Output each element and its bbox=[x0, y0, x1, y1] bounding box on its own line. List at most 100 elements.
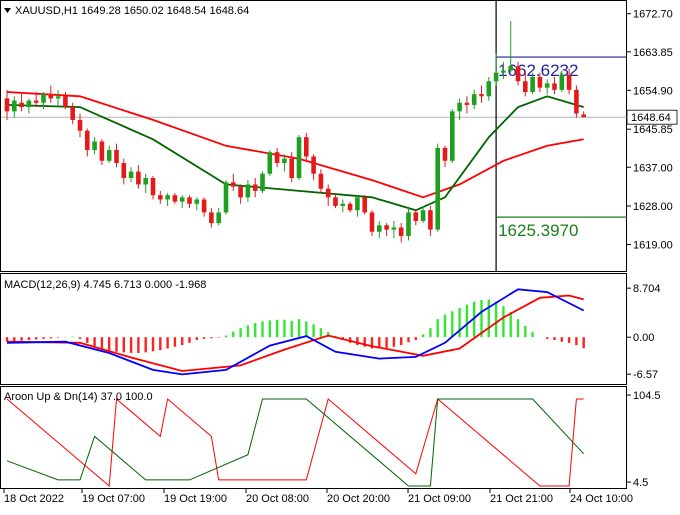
candle-body bbox=[19, 102, 24, 108]
symbol-menu[interactable]: XAUUSD,H1 bbox=[4, 5, 78, 17]
candle-body bbox=[566, 74, 572, 90]
candle-body bbox=[471, 94, 477, 105]
candle-body bbox=[369, 212, 375, 232]
candle-body bbox=[252, 184, 258, 191]
candle-body bbox=[194, 199, 200, 204]
candle-body bbox=[355, 197, 360, 211]
time-tick-label: 21 Oct 09:00 bbox=[408, 493, 471, 505]
candle-body bbox=[515, 66, 521, 82]
macd-layer bbox=[5, 288, 585, 376]
current-price-box bbox=[626, 109, 678, 125]
candle-body bbox=[304, 137, 309, 157]
candle-body bbox=[238, 186, 243, 198]
candle-body bbox=[55, 96, 61, 99]
candle-body bbox=[318, 173, 324, 189]
candle-body bbox=[245, 184, 251, 198]
candle-body bbox=[128, 171, 134, 178]
candle-body bbox=[296, 137, 302, 178]
candle-body bbox=[347, 203, 353, 211]
candle-body bbox=[457, 102, 462, 112]
price-tick-label: 1645.85 bbox=[633, 124, 673, 136]
candle-body bbox=[289, 158, 294, 178]
time-tick-label: 18 Oct 2022 bbox=[4, 493, 64, 505]
candle-body bbox=[508, 66, 513, 71]
candle-body bbox=[420, 210, 426, 221]
candle-body bbox=[92, 141, 97, 151]
candle-body bbox=[172, 195, 178, 202]
aroon-up-line bbox=[6, 398, 585, 487]
candle-body bbox=[48, 94, 54, 99]
candle-body bbox=[63, 96, 68, 108]
candle-body bbox=[216, 212, 221, 224]
aroon-layer bbox=[6, 397, 585, 488]
time-tick-label: 21 Oct 21:00 bbox=[490, 493, 553, 505]
candle-body bbox=[435, 147, 440, 230]
aroon-title: Aroon Up & Dn(14) 37.0 100.0 bbox=[4, 391, 153, 403]
candle-body bbox=[41, 94, 46, 103]
candle-body bbox=[165, 195, 170, 200]
candle-body bbox=[559, 74, 565, 90]
candle-body bbox=[501, 70, 506, 73]
candle-body bbox=[274, 152, 280, 163]
candle-body bbox=[333, 197, 338, 206]
candle-body bbox=[231, 182, 236, 187]
macd-tick-label: 8.704 bbox=[633, 283, 661, 295]
candle-body bbox=[464, 102, 470, 105]
candle-body bbox=[209, 212, 214, 224]
candle-body bbox=[340, 203, 346, 206]
candle-body bbox=[114, 150, 119, 163]
candle-body bbox=[260, 173, 265, 191]
candle-body bbox=[99, 141, 105, 161]
symbol-label: XAUUSD,H1 bbox=[15, 5, 78, 17]
candle-body bbox=[413, 212, 419, 221]
candle-body bbox=[158, 195, 163, 200]
macd-main-line bbox=[6, 288, 585, 376]
candle-body bbox=[325, 188, 331, 198]
candle-body bbox=[574, 89, 579, 114]
candle-body bbox=[150, 178, 156, 196]
candle-body bbox=[384, 225, 389, 230]
candle-body bbox=[391, 227, 397, 230]
candle-body bbox=[85, 130, 90, 151]
candle-body bbox=[493, 72, 499, 82]
ohlc-readout: 1649.28 1650.02 1648.54 1648.64 bbox=[81, 5, 249, 17]
candle-body bbox=[581, 114, 586, 118]
candle-body bbox=[179, 197, 185, 202]
macd-title: MACD(12,26,9) 4.745 6.713 0.000 -1.968 bbox=[4, 279, 206, 291]
candle-body bbox=[398, 227, 404, 237]
candle-body bbox=[442, 147, 448, 161]
axis-layer: 1672.70 1663.85 1654.90 1645.85 1637.00 1628.… bbox=[3, 9, 678, 505]
time-tick-label: 19 Oct 19:00 bbox=[164, 493, 227, 505]
ma-fast-line bbox=[6, 95, 584, 212]
time-tick-label: 19 Oct 07:00 bbox=[82, 493, 145, 505]
candle-body bbox=[479, 94, 484, 97]
candle-body bbox=[450, 111, 455, 161]
dropdown-triangle-icon[interactable] bbox=[4, 8, 11, 13]
macd-signal-line bbox=[6, 294, 584, 372]
candle-body bbox=[121, 162, 127, 178]
candle-body bbox=[544, 83, 550, 88]
candle-body bbox=[537, 76, 543, 88]
candle-body bbox=[26, 100, 32, 108]
macd-tick-label: 0.00 bbox=[633, 332, 654, 344]
candle-body bbox=[223, 182, 229, 213]
price-tick-label: 1619.00 bbox=[633, 240, 673, 252]
candle-body bbox=[362, 197, 367, 213]
candle-body bbox=[267, 152, 273, 174]
candle-body bbox=[4, 98, 10, 112]
candle-body bbox=[530, 76, 535, 92]
candle-body bbox=[311, 156, 316, 174]
candle-body bbox=[428, 210, 433, 230]
current-price-label: 1648.64 bbox=[631, 112, 671, 124]
candle-body bbox=[33, 100, 39, 103]
candle-body bbox=[201, 199, 207, 213]
candle-body bbox=[70, 107, 75, 120]
price-tick-label: 1637.00 bbox=[633, 162, 673, 174]
aroon-tick-label: 4.5 bbox=[633, 477, 648, 489]
price-tick-label: 1654.90 bbox=[633, 85, 673, 97]
candle-body bbox=[282, 158, 287, 163]
candle-body bbox=[486, 81, 492, 97]
price-tick-label: 1672.70 bbox=[633, 9, 673, 21]
